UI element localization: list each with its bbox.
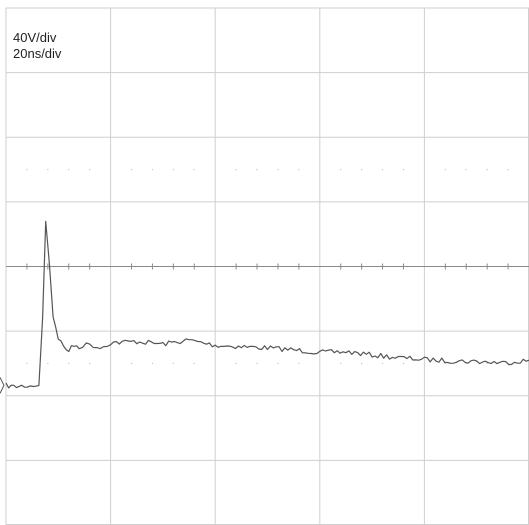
graticule-dot-mark [361,168,363,171]
graticule-dot-mark [381,168,384,171]
waveform-trace-layer [0,220,529,394]
graticule-dot-mark [172,168,174,171]
graticule-dot-mark [89,168,91,171]
graticule-dot-mark [256,362,258,365]
graticule [5,7,529,525]
scale-readout: 40V/div 20ns/div [13,30,62,61]
volts-per-div-label: 40V/div [13,30,57,45]
graticule-dot-mark [340,168,342,171]
graticule-dot-mark [298,362,300,365]
graticule-dot-mark [26,168,28,171]
graticule-dot-mark [130,362,133,365]
waveform-trace [5,220,529,389]
graticule-dot-mark [235,362,237,365]
graticule-dot-mark [465,362,467,365]
ground-level-marker [0,377,5,394]
graticule-dot-mark [402,362,405,365]
graticule-dot-mark [256,168,258,171]
graticule-dot-mark [193,168,195,171]
graticule-dot-mark [277,168,279,171]
graticule-dot-mark [47,168,49,171]
graticule-dot-mark [151,362,154,365]
graticule-dot-mark [130,168,133,171]
graticule-dot-mark [444,168,446,171]
graticule-dot-mark [235,168,237,171]
graticule-dot-mark [486,168,488,171]
graticule-dot-mark [402,168,405,171]
graticule-dot-mark [444,362,446,365]
graticule-dot-mark [89,362,91,365]
graticule-dot-mark [68,168,70,171]
graticule-dot-mark [47,362,49,365]
graticule-dot-mark [193,362,195,365]
graticule-dot-mark [486,362,488,365]
graticule-dot-mark [277,362,279,365]
time-per-div-label: 20ns/div [13,46,62,61]
graticule-dot-mark [465,168,467,171]
graticule-dot-mark [26,362,28,365]
graticule-dot-mark [507,168,509,171]
graticule-dot-mark [151,168,154,171]
graticule-dot-mark [68,362,70,365]
graticule-dot-mark [340,362,342,365]
graticule-dot-mark [381,362,384,365]
graticule-dot-mark [298,168,300,171]
graticule-dot-mark [361,362,363,365]
graticule-dot-mark [172,362,174,365]
